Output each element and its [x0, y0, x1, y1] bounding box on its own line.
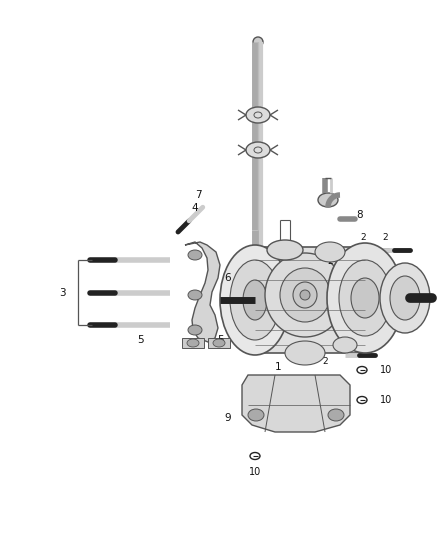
Ellipse shape — [380, 263, 430, 333]
Text: 6: 6 — [225, 273, 231, 283]
Text: 5: 5 — [217, 335, 223, 345]
Ellipse shape — [246, 142, 270, 158]
Bar — [365, 267, 405, 329]
Ellipse shape — [390, 276, 420, 320]
Ellipse shape — [333, 337, 357, 353]
Ellipse shape — [253, 37, 263, 47]
Ellipse shape — [339, 260, 391, 336]
Text: 9: 9 — [225, 413, 231, 423]
Bar — [255, 247, 365, 353]
Text: 10: 10 — [380, 365, 392, 375]
Ellipse shape — [300, 290, 310, 300]
Text: 10: 10 — [249, 467, 261, 477]
Ellipse shape — [230, 260, 280, 340]
Text: 3: 3 — [59, 288, 65, 298]
Text: 2: 2 — [322, 358, 328, 367]
Ellipse shape — [315, 242, 345, 262]
Ellipse shape — [188, 325, 202, 335]
Text: 5: 5 — [137, 335, 143, 345]
Ellipse shape — [246, 107, 270, 123]
Bar — [182, 338, 204, 348]
Text: 2: 2 — [360, 233, 366, 243]
Ellipse shape — [265, 253, 345, 337]
Ellipse shape — [328, 409, 344, 421]
Ellipse shape — [213, 339, 225, 347]
Ellipse shape — [267, 240, 303, 260]
Text: 10: 10 — [380, 395, 392, 405]
Ellipse shape — [188, 290, 202, 300]
Text: 2: 2 — [382, 233, 388, 243]
Text: 1: 1 — [275, 362, 281, 372]
PathPatch shape — [242, 375, 350, 432]
Ellipse shape — [318, 193, 338, 207]
Ellipse shape — [327, 243, 403, 353]
Text: 2: 2 — [327, 257, 333, 266]
Bar — [208, 338, 230, 348]
Ellipse shape — [220, 245, 290, 355]
Ellipse shape — [188, 250, 202, 260]
Text: 4: 4 — [192, 203, 198, 213]
Ellipse shape — [351, 278, 379, 318]
Text: 7: 7 — [194, 190, 201, 200]
Ellipse shape — [280, 268, 330, 322]
Ellipse shape — [285, 341, 325, 365]
Ellipse shape — [187, 339, 199, 347]
Ellipse shape — [293, 282, 317, 308]
Ellipse shape — [243, 280, 267, 320]
PathPatch shape — [185, 242, 220, 342]
Text: 8: 8 — [357, 210, 363, 220]
Ellipse shape — [248, 409, 264, 421]
